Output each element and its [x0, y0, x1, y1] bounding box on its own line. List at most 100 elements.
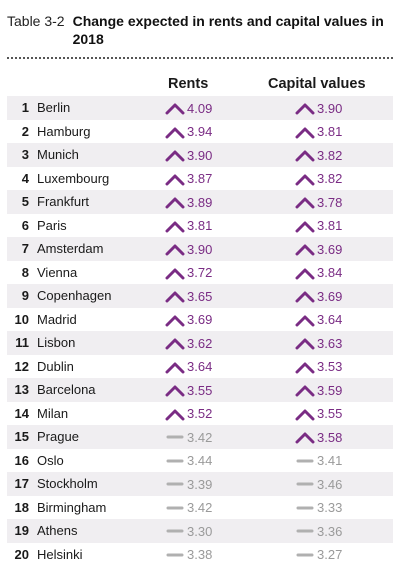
capital-value: 3.63: [317, 335, 343, 351]
city-name: Barcelona: [37, 382, 96, 397]
chevron-up-icon: [295, 219, 315, 233]
capital-value: 3.55: [317, 406, 343, 421]
table-row: 9 Copenhagen 3.65 3.69: [0, 284, 400, 308]
capital-cell: 3.41: [295, 452, 342, 470]
rank-number: 7: [21, 241, 29, 256]
city-name: Copenhagen: [37, 288, 112, 303]
chevron-up-icon: [295, 313, 315, 327]
chevron-up-icon: [165, 242, 185, 256]
capital-cell: 3.63: [295, 334, 342, 352]
table-row: 19 Athens 3.30 3.36: [0, 519, 400, 543]
capital-cell: 3.59: [295, 381, 342, 399]
table-row: 5 Frankfurt 3.89 3.78: [0, 190, 400, 214]
rents-cell: 3.39: [165, 475, 212, 493]
city-name: Munich: [37, 147, 79, 162]
chevron-up-icon: [165, 383, 185, 397]
dash-icon: [165, 454, 185, 468]
city-name: Hamburg: [37, 123, 91, 139]
rank-number: 19: [14, 523, 29, 538]
chevron-up-icon: [295, 242, 315, 256]
dash-icon: [165, 477, 185, 491]
dash-icon: [295, 524, 315, 538]
table-row: 2 Hamburg 3.94 3.81: [0, 120, 400, 144]
city-name: Birmingham: [37, 499, 107, 515]
rank-number: 18: [14, 499, 29, 515]
rents-value: 3.30: [187, 523, 213, 539]
rents-cell: 3.90: [165, 240, 212, 258]
chevron-up-icon: [295, 172, 315, 186]
chevron-up-icon: [295, 407, 315, 421]
rents-value: 3.94: [187, 124, 213, 139]
rents-cell: 3.90: [165, 146, 212, 164]
capital-cell: 3.36: [295, 522, 342, 540]
chevron-up-icon: [295, 266, 315, 280]
capital-value: 3.69: [317, 288, 343, 304]
rents-value: 3.52: [187, 406, 213, 421]
table-row: 10 Madrid 3.69 3.64: [0, 308, 400, 332]
table-row: 15 Prague 3.42 3.58: [0, 425, 400, 449]
table-header: Table 3-2 Change expected in rents and c…: [7, 12, 393, 48]
capital-cell: 3.82: [295, 170, 342, 188]
capital-value: 3.59: [317, 382, 343, 398]
rank-number: 11: [15, 335, 29, 350]
chevron-up-icon: [165, 148, 185, 162]
dash-icon: [165, 501, 185, 515]
capital-cell: 3.81: [295, 217, 342, 235]
table-row: 3 Munich 3.90 3.82: [0, 143, 400, 167]
capital-cell: 3.55: [295, 405, 342, 423]
capital-value: 3.33: [317, 500, 343, 515]
capital-cell: 3.64: [295, 311, 342, 329]
rents-cell: 3.81: [165, 217, 212, 235]
chevron-up-icon: [165, 195, 185, 209]
table-row: 18 Birmingham 3.42 3.33: [0, 496, 400, 520]
rents-value: 3.87: [187, 171, 213, 186]
chevron-up-icon: [165, 289, 185, 303]
city-name: Helsinki: [37, 546, 83, 562]
rents-cell: 3.64: [165, 358, 212, 376]
capital-value: 3.90: [317, 100, 343, 116]
dash-icon: [165, 524, 185, 538]
city-name: Vienna: [37, 264, 78, 280]
capital-cell: 3.82: [295, 146, 342, 164]
city-name: Amsterdam: [37, 241, 104, 256]
capital-value: 3.41: [317, 453, 343, 468]
chevron-up-icon: [295, 125, 315, 139]
capital-value: 3.82: [317, 147, 343, 163]
rents-value: 3.38: [187, 547, 213, 562]
rank-number: 14: [14, 405, 29, 421]
city-name: Dublin: [37, 358, 74, 374]
rents-cell: 3.42: [165, 499, 212, 517]
city-name: Paris: [37, 217, 67, 233]
capital-cell: 3.81: [295, 123, 342, 141]
chevron-up-icon: [165, 125, 185, 139]
capital-cell: 3.33: [295, 499, 342, 517]
capital-value: 3.53: [317, 359, 343, 374]
rents-value: 3.65: [187, 288, 213, 304]
table-row: 7 Amsterdam 3.90 3.69: [0, 237, 400, 261]
capital-value: 3.27: [317, 547, 343, 562]
rank-number: 3: [21, 147, 29, 162]
chevron-up-icon: [165, 266, 185, 280]
dash-icon: [295, 501, 315, 515]
rents-value: 3.44: [187, 453, 213, 468]
chevron-up-icon: [295, 383, 315, 397]
rents-cell: 3.38: [165, 546, 212, 564]
city-name: Stockholm: [37, 476, 98, 491]
rank-number: 13: [14, 382, 29, 397]
capital-value: 3.82: [317, 171, 343, 186]
rents-cell: 3.65: [165, 287, 212, 305]
city-name: Luxembourg: [37, 170, 110, 186]
city-name: Milan: [37, 405, 69, 421]
chevron-up-icon: [165, 172, 185, 186]
rents-value: 3.39: [187, 476, 213, 492]
rents-value: 4.09: [187, 100, 213, 116]
rents-cell: 3.44: [165, 452, 212, 470]
city-name: Berlin: [37, 100, 71, 115]
rents-value: 3.42: [187, 500, 213, 515]
rents-value: 3.72: [187, 265, 213, 280]
rents-value: 3.62: [187, 335, 213, 351]
table-body: 1 Berlin 4.09 3.90 2 Hamburg 3.94 3.81 3 Munich 3.…: [0, 96, 400, 566]
capital-value: 3.58: [317, 429, 343, 445]
rents-cell: 3.42: [165, 428, 212, 446]
rents-cell: 3.52: [165, 405, 212, 423]
